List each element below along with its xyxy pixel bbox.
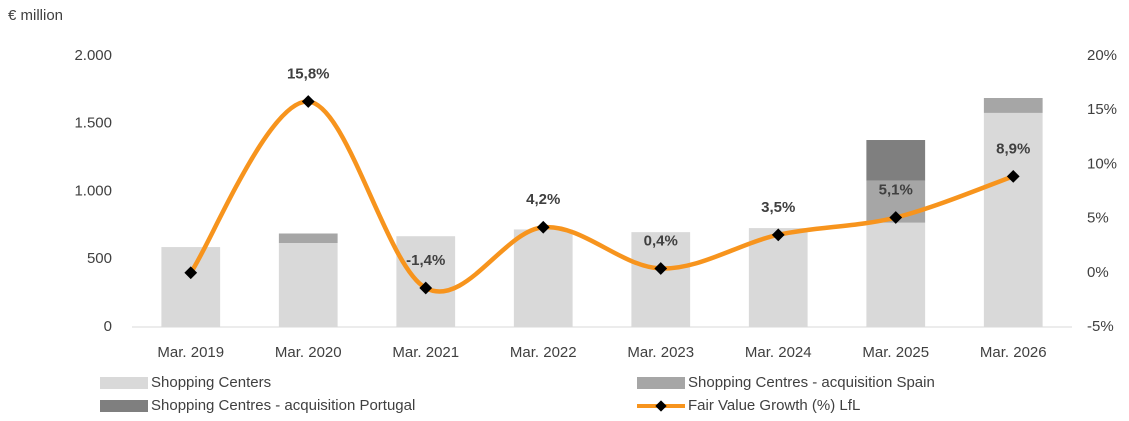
y-tick-label: 2.000	[74, 47, 112, 64]
data-label: 5,1%	[879, 181, 913, 198]
legend-label: Fair Value Growth (%) LfL	[688, 397, 860, 414]
data-label: 15,8%	[287, 65, 330, 82]
y2-tick-label: 0%	[1087, 264, 1109, 281]
bar	[278, 233, 338, 243]
y2-tick-label: -5%	[1087, 318, 1114, 335]
data-label: -1,4%	[406, 252, 445, 269]
marker	[184, 266, 198, 280]
y2-tick-label: 20%	[1087, 47, 1117, 64]
y2-tick-label: 10%	[1087, 155, 1117, 172]
y2-tick-label: 5%	[1087, 210, 1109, 227]
bar	[161, 247, 221, 327]
x-tick-label: Mar. 2021	[392, 344, 459, 361]
bar	[513, 229, 573, 327]
data-label: 0,4%	[644, 232, 678, 249]
x-tick-label: Mar. 2025	[862, 344, 929, 361]
legend-swatch	[100, 377, 148, 389]
marker	[419, 281, 433, 295]
x-tick-label: Mar. 2023	[627, 344, 694, 361]
y-tick-label: 1.500	[74, 115, 112, 132]
data-label: 4,2%	[526, 191, 560, 208]
legend-swatch	[637, 377, 685, 389]
y2-tick-label: 15%	[1087, 101, 1117, 118]
x-tick-label: Mar. 2024	[745, 344, 812, 361]
x-tick-label: Mar. 2022	[510, 344, 577, 361]
x-tick-label: Mar. 2020	[275, 344, 342, 361]
legend-label: Shopping Centres - acquisition Spain	[688, 374, 935, 391]
bar	[278, 242, 338, 327]
legend-label: Shopping Centres - acquisition Portugal	[151, 397, 415, 414]
bar	[396, 236, 456, 327]
legend-label: Shopping Centers	[151, 374, 271, 391]
data-label: 3,5%	[761, 199, 795, 216]
y-tick-label: 0	[104, 318, 112, 335]
legend-marker	[655, 400, 667, 412]
data-label: 8,9%	[996, 140, 1030, 157]
bar	[631, 232, 691, 327]
legend-swatch	[100, 400, 148, 412]
bar	[983, 112, 1043, 327]
y-axis-label: € million	[8, 7, 63, 24]
bar	[748, 228, 808, 327]
bar	[866, 222, 926, 327]
y-tick-label: 1.000	[74, 182, 112, 199]
bar	[983, 98, 1043, 113]
y-tick-label: 500	[87, 250, 112, 267]
x-tick-label: Mar. 2026	[980, 344, 1047, 361]
bar	[866, 140, 926, 181]
x-tick-label: Mar. 2019	[157, 344, 224, 361]
marker	[301, 95, 315, 108]
